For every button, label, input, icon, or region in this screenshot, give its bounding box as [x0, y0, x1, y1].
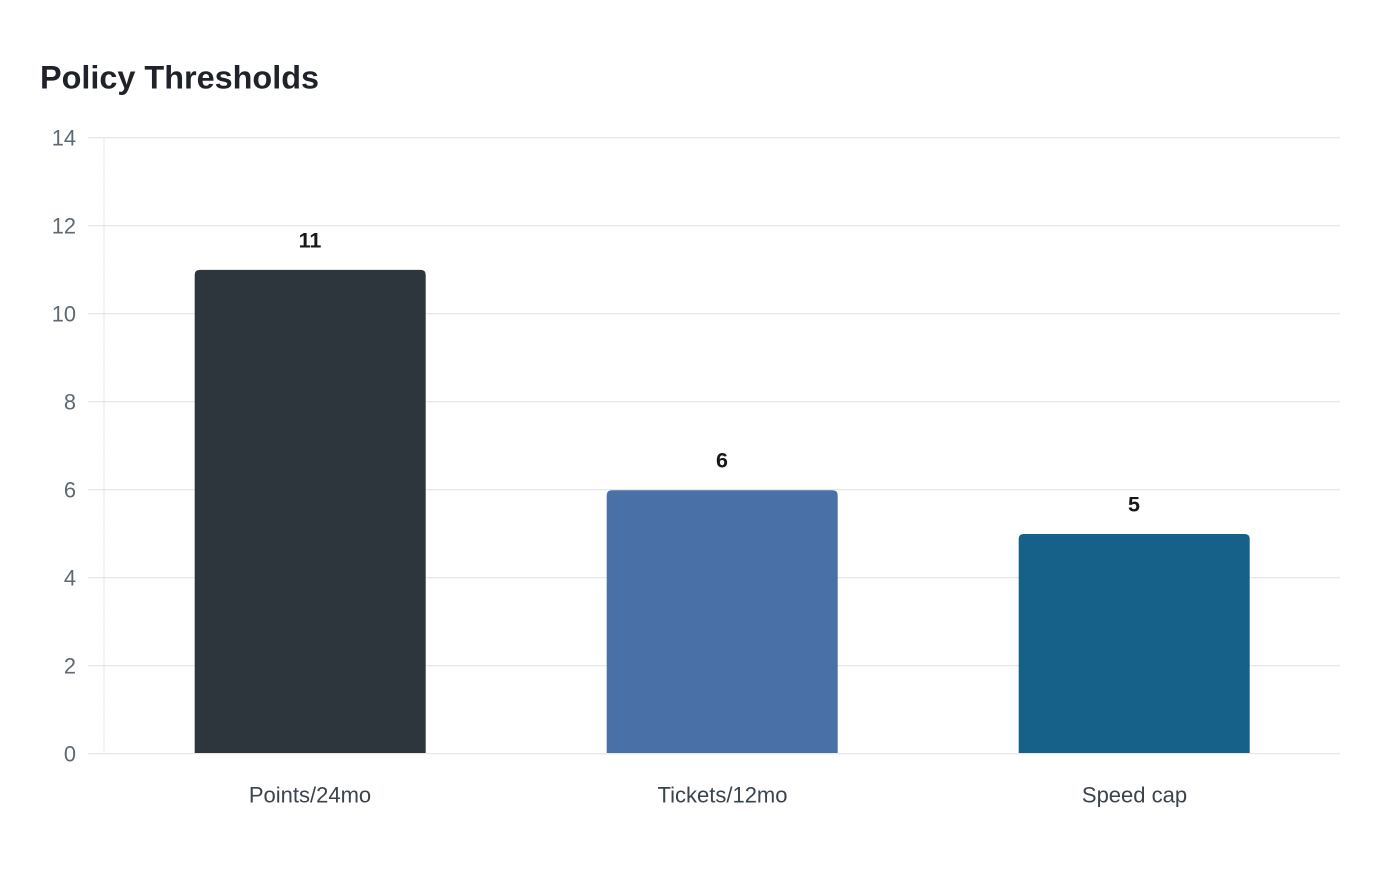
svg-text:Policy Thresholds: Policy Thresholds [40, 60, 319, 96]
svg-text:12: 12 [52, 213, 76, 238]
svg-text:5: 5 [1128, 493, 1140, 517]
svg-text:6: 6 [716, 449, 728, 473]
svg-text:0: 0 [64, 741, 76, 766]
svg-text:6: 6 [64, 477, 76, 502]
svg-text:8: 8 [64, 389, 76, 414]
svg-text:Tickets/12mo: Tickets/12mo [657, 783, 787, 808]
svg-text:14: 14 [52, 125, 76, 150]
svg-text:10: 10 [52, 301, 76, 326]
svg-text:Speed cap: Speed cap [1082, 783, 1187, 808]
svg-text:4: 4 [64, 565, 76, 590]
svg-text:11: 11 [299, 229, 322, 253]
svg-text:Points/24mo: Points/24mo [249, 783, 371, 808]
svg-text:2: 2 [64, 653, 76, 678]
